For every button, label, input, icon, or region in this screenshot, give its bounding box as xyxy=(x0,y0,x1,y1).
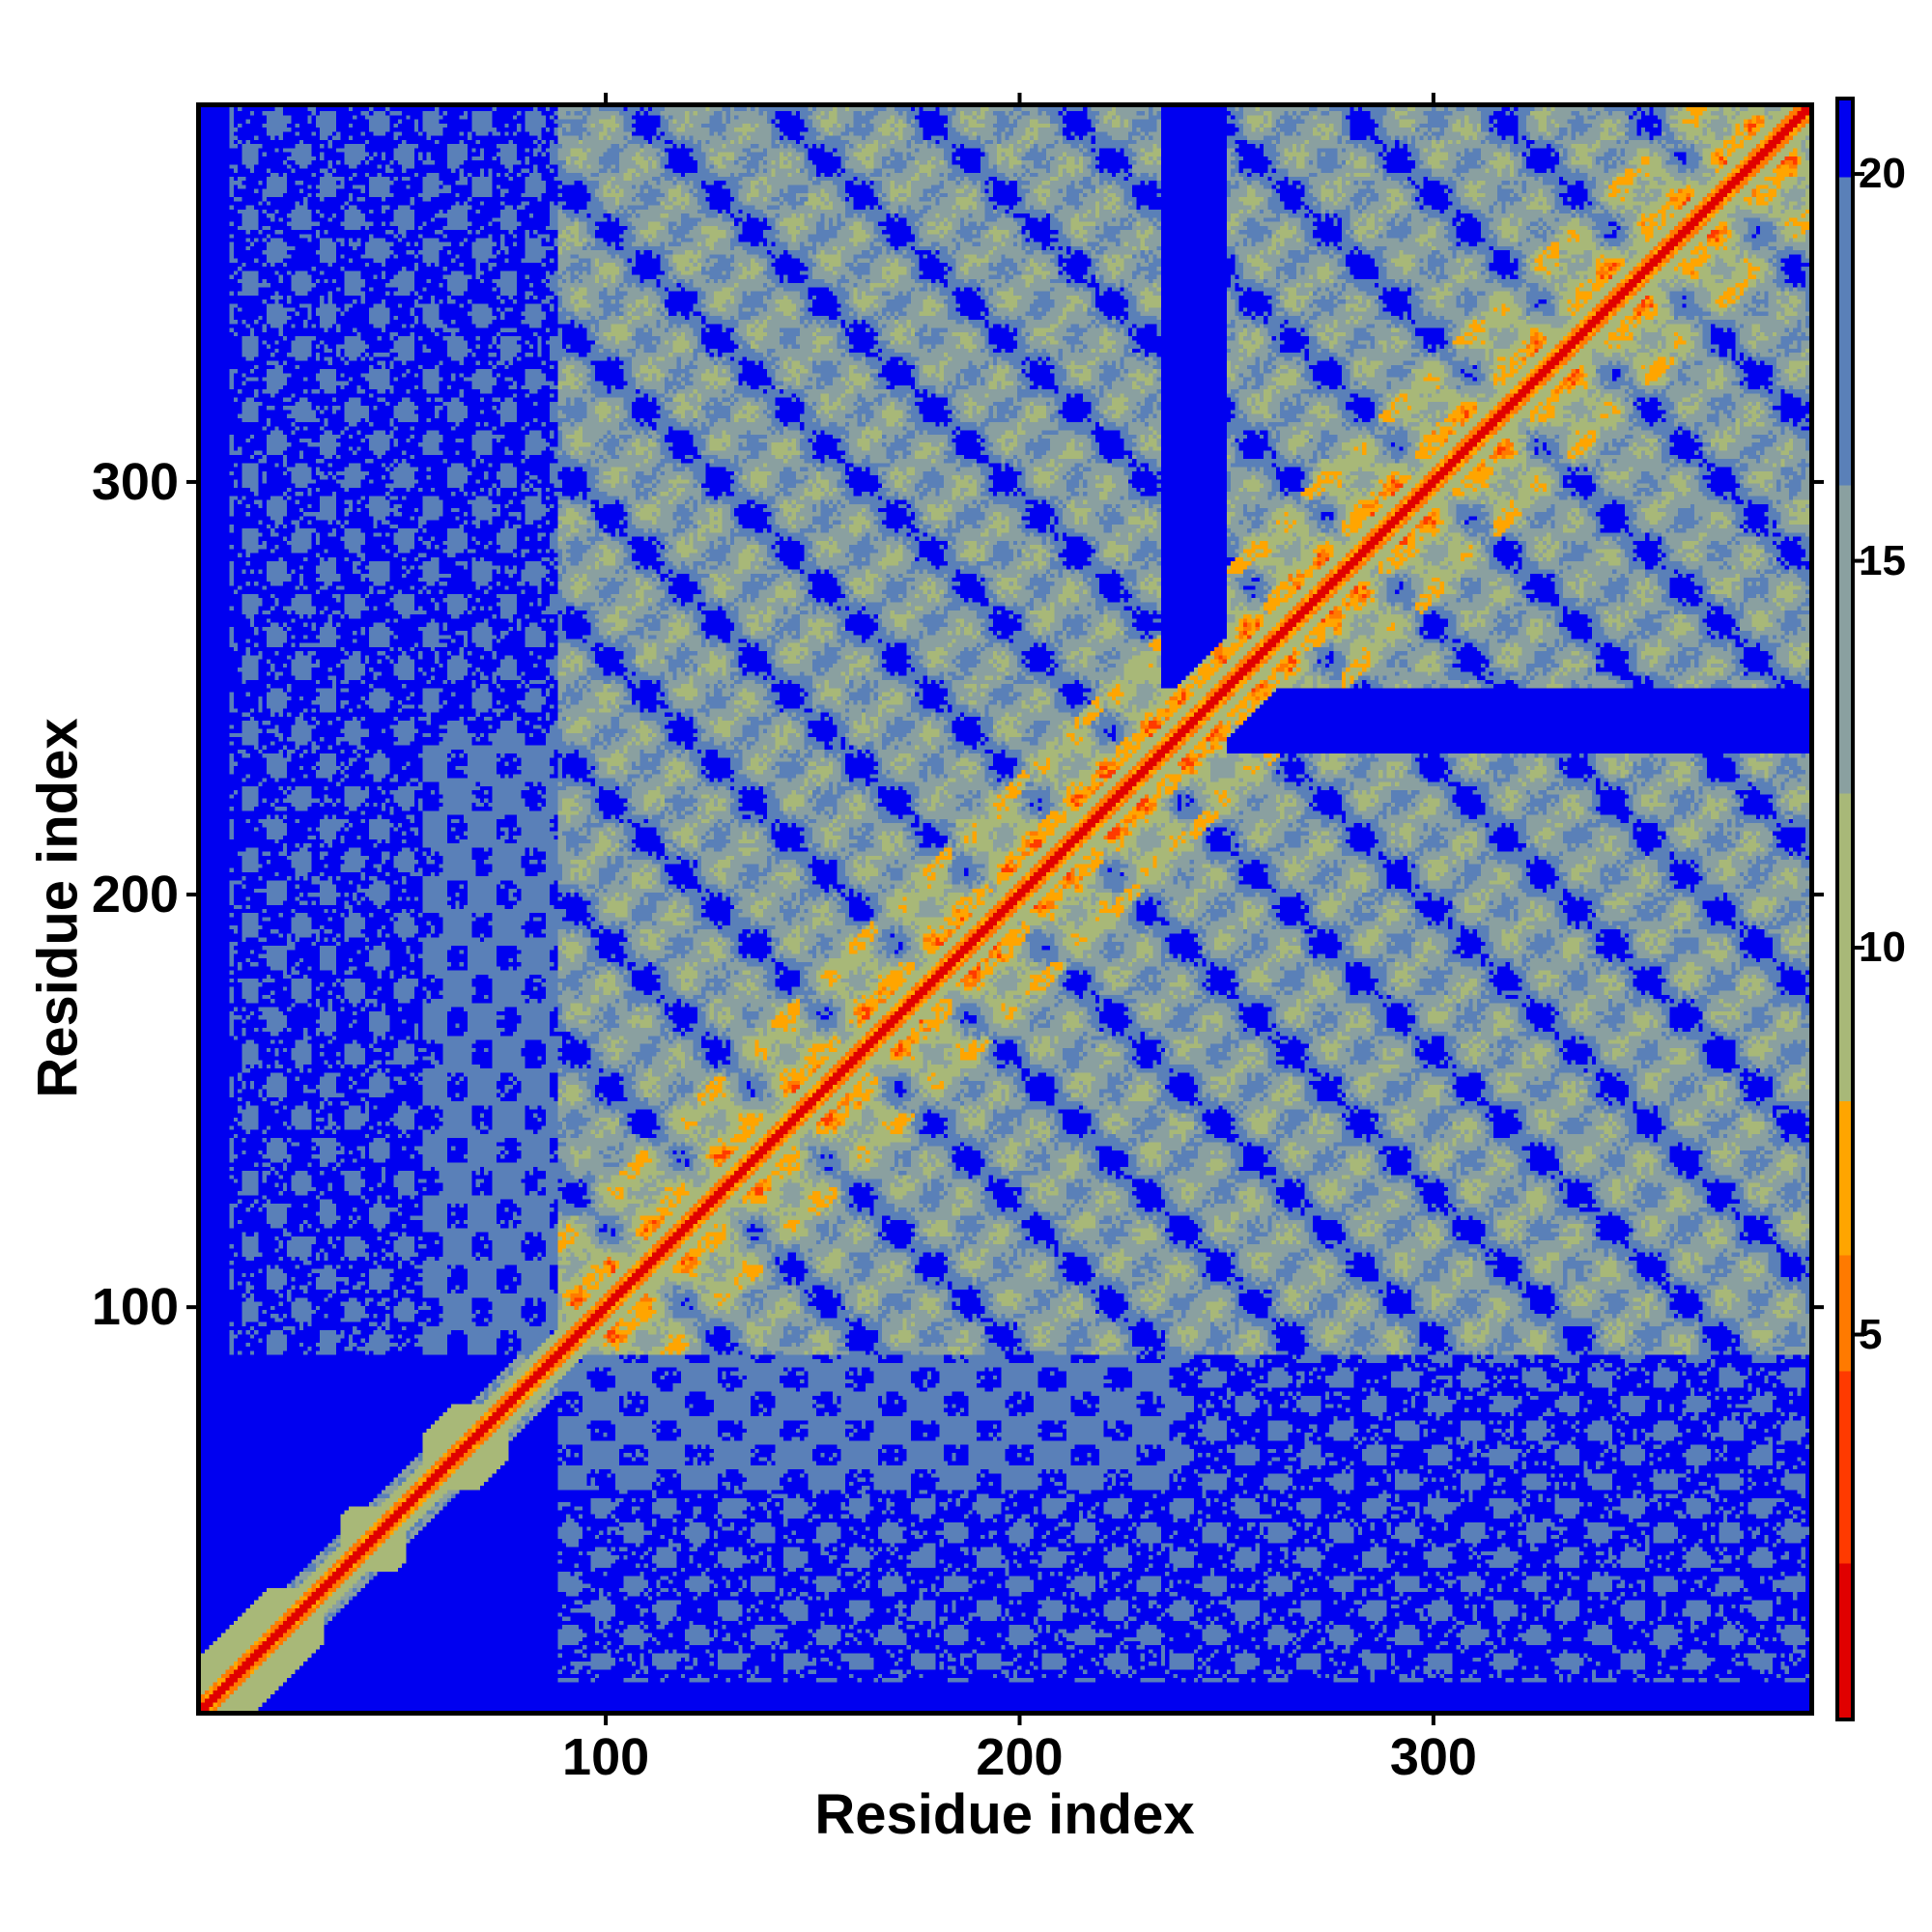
y-tick-label: 300 xyxy=(91,452,179,511)
distance-heatmap xyxy=(201,107,1809,1711)
colorbar-tick-label: 15 xyxy=(1859,536,1906,584)
x-axis-title: Residue index xyxy=(814,1783,1195,1846)
y-axis-title: Residue index xyxy=(26,718,90,1098)
x-tick-label: 100 xyxy=(562,1728,650,1786)
x-tick-label: 300 xyxy=(1389,1728,1477,1786)
heatmap-plot-area xyxy=(196,102,1814,1716)
colorbar-tick-label: 10 xyxy=(1859,923,1906,972)
colorbar-tick-label: 5 xyxy=(1859,1310,1883,1358)
colorbar xyxy=(1835,97,1855,1721)
y-tick-label: 200 xyxy=(91,866,179,924)
y-tick-label: 100 xyxy=(91,1278,179,1337)
colorbar-tick-label: 20 xyxy=(1859,150,1906,198)
x-tick-label: 200 xyxy=(976,1728,1064,1786)
